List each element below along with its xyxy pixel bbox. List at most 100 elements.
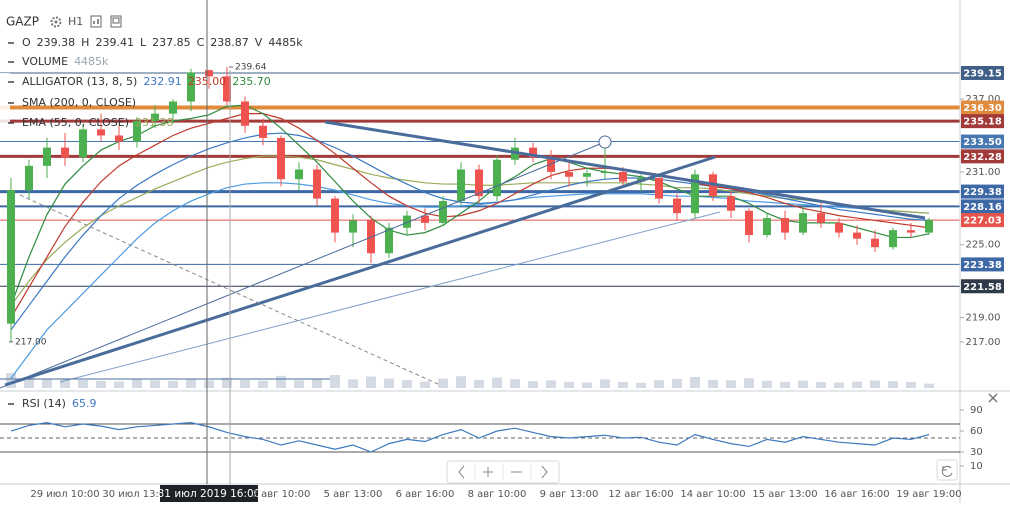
x-tick-label: 30 июл 13:00 xyxy=(102,489,171,500)
candle-body xyxy=(907,230,915,233)
x-tick-label: 5 авг 13:00 xyxy=(324,489,383,500)
price-axis: 217.00 219.00 225.00 231.00 237.00 239.15 236.… xyxy=(959,0,1010,503)
candle-body xyxy=(655,177,663,199)
volume-bar xyxy=(294,380,304,388)
volume-bar xyxy=(906,382,916,388)
candle-body xyxy=(187,72,195,102)
candle-body xyxy=(223,76,231,102)
alligator-line xyxy=(10,132,930,331)
price-level-box xyxy=(961,213,1004,228)
trend-line xyxy=(4,155,716,387)
volume-bar xyxy=(6,373,16,388)
trend-line xyxy=(59,211,721,383)
legend-row-bg xyxy=(0,114,10,132)
symbol[interactable]: GAZP xyxy=(6,15,39,29)
volume-bar xyxy=(330,375,340,388)
scroll-left[interactable] xyxy=(458,465,465,479)
price-level-box xyxy=(961,279,1004,294)
candle-body xyxy=(475,169,483,197)
legend-text: 239.38 xyxy=(37,36,76,49)
price-level-label: 232.28 xyxy=(963,152,1002,163)
price-level-box xyxy=(961,134,1004,149)
rsi-pane: 10 30 60 90 RSI (14) 65.9 xyxy=(0,390,1010,485)
rsi-tick-label: 30 xyxy=(970,447,983,458)
x-tick-label: 19 авг 19:00 xyxy=(896,489,961,500)
indicators-icon[interactable] xyxy=(110,15,122,28)
candle-body xyxy=(691,174,699,214)
price-level-box xyxy=(961,100,1004,115)
scroll-right[interactable] xyxy=(541,465,548,479)
volume-bar xyxy=(672,379,682,388)
volume-bar xyxy=(456,376,466,388)
close-pane[interactable] xyxy=(988,393,998,403)
price-level-label: 228.16 xyxy=(963,202,1002,213)
price-level-label: 236.30 xyxy=(963,103,1002,114)
price-level-box xyxy=(961,114,1004,129)
volume-bar xyxy=(96,381,106,388)
volume-bar xyxy=(708,379,718,388)
volume-bar xyxy=(222,377,232,388)
price-level-box xyxy=(961,65,1004,80)
rsi-tick-label: 90 xyxy=(970,405,983,416)
price-level-box xyxy=(961,149,1004,164)
volume-bar xyxy=(600,379,610,388)
legend-text: 4485k xyxy=(74,55,109,68)
candle-body xyxy=(889,230,897,248)
volume-bar xyxy=(348,379,358,388)
candle-body xyxy=(421,215,429,223)
volume-bar xyxy=(42,379,52,388)
interval[interactable]: H1 xyxy=(68,15,83,28)
drawings xyxy=(0,120,926,389)
volume-bar xyxy=(834,382,844,388)
x-tick-label: 9 авг 13:00 xyxy=(540,489,599,500)
crosshair-label-bg xyxy=(160,485,258,502)
candle-body xyxy=(835,222,843,233)
price-level-label: 239.15 xyxy=(963,68,1002,79)
legend-text: ALLIGATOR (13, 8, 5) xyxy=(22,75,137,88)
drawing-handle[interactable] xyxy=(598,135,612,149)
candle-body xyxy=(619,171,627,182)
volume-bar xyxy=(744,378,754,388)
legend-text: 4485k xyxy=(268,36,303,49)
volume-bar xyxy=(582,382,592,388)
legend-row-bg xyxy=(0,73,10,91)
candle-body xyxy=(331,198,339,233)
volume-bar xyxy=(816,382,826,388)
zoom-in[interactable] xyxy=(483,467,493,477)
candle-body xyxy=(745,210,753,236)
reset-button[interactable] xyxy=(936,459,958,481)
volume-bar xyxy=(474,379,484,388)
candle-body xyxy=(241,101,249,126)
volume-bar xyxy=(528,381,538,388)
volume-bar xyxy=(492,377,502,388)
sma-line xyxy=(10,182,930,379)
y-tick-label: 237.00 xyxy=(966,94,1001,105)
rsi-legend-value: 65.9 xyxy=(72,397,97,410)
y-tick-label: 231.00 xyxy=(966,167,1001,178)
candle-body xyxy=(583,173,591,177)
legend-text: 235.70 xyxy=(232,75,271,88)
candle-body xyxy=(799,213,807,233)
legend-text: 231.38 xyxy=(135,116,174,129)
candle-body xyxy=(43,147,51,166)
volume-bar xyxy=(258,380,268,388)
volume-bar xyxy=(60,378,70,388)
price-level-box xyxy=(961,184,1004,199)
volume-bar xyxy=(366,376,376,388)
settings-icon[interactable] xyxy=(50,16,62,28)
legend: GAZP H1 O 239.38 H 239.41 L 237.85 C 238.87 V 448… xyxy=(0,8,303,132)
volume-bar xyxy=(870,380,880,388)
price-level-label: 227.03 xyxy=(963,216,1002,227)
x-tick-label: 2 авг 10:00 xyxy=(252,489,311,500)
x-tick-label: 15 авг 13:00 xyxy=(752,489,817,500)
volume-bar xyxy=(402,380,412,388)
candle-body xyxy=(313,169,321,199)
candle-body xyxy=(925,220,933,233)
compare-icon[interactable] xyxy=(90,15,102,28)
y-tick-label: 219.00 xyxy=(966,313,1001,324)
rsi-tick-label: 10 xyxy=(970,461,983,472)
legend-row-bg xyxy=(0,34,10,52)
price-level-label: 223.38 xyxy=(963,260,1002,271)
volume-bar xyxy=(240,380,250,388)
